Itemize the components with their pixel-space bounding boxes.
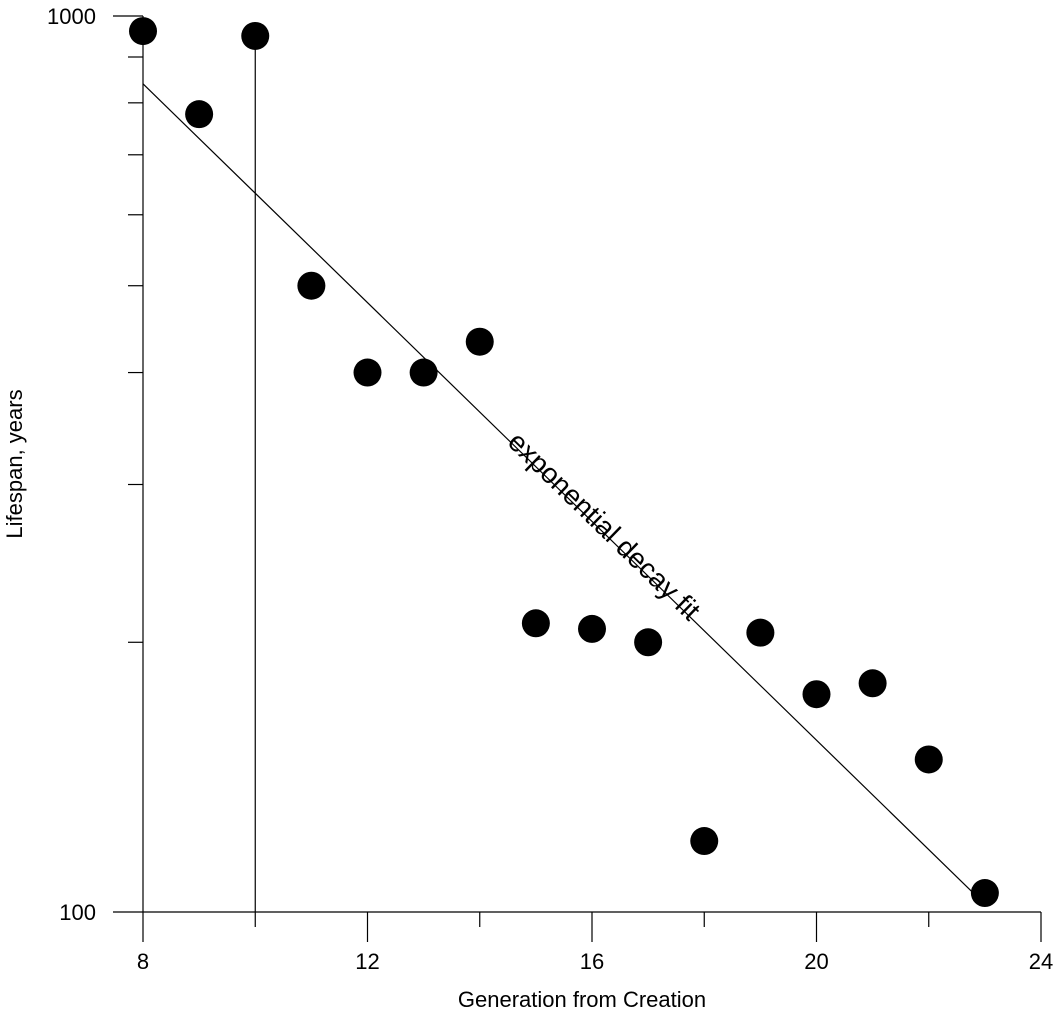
data-point: [690, 827, 719, 856]
data-point: [465, 327, 494, 356]
data-points: [129, 17, 999, 908]
x-tick-label: 8: [137, 949, 149, 974]
x-tick-label: 16: [580, 949, 604, 974]
data-point: [858, 669, 887, 698]
exponential-fit-line: [142, 83, 986, 905]
x-tick-label: 12: [355, 949, 379, 974]
y-tick-label: 100: [59, 900, 96, 925]
x-tick-label: 20: [804, 949, 828, 974]
data-point: [241, 21, 270, 50]
data-point: [353, 358, 382, 387]
data-point: [297, 271, 326, 300]
y-axis-title: Lifespan, years: [2, 389, 27, 538]
chart-labels: 8 12 16 20 24 100 1000 exponential decay fit Gen…: [2, 4, 1053, 1012]
data-point: [521, 609, 550, 638]
data-point: [578, 614, 606, 643]
data-point: [129, 17, 157, 46]
data-point: [914, 745, 943, 774]
chart-lines: [142, 36, 986, 912]
axes: [142, 16, 1041, 913]
data-point: [802, 680, 831, 709]
data-point: [409, 358, 438, 387]
x-axis-title: Generation from Creation: [458, 987, 706, 1012]
fit-annotation: exponential decay fit: [502, 426, 707, 627]
data-point: [185, 100, 214, 129]
data-point: [970, 879, 999, 908]
x-tick-label: 24: [1029, 949, 1053, 974]
y-tick-label: 1000: [47, 4, 96, 29]
data-point: [746, 618, 775, 647]
axis-ticks: [113, 15, 1042, 942]
data-point: [634, 628, 663, 657]
